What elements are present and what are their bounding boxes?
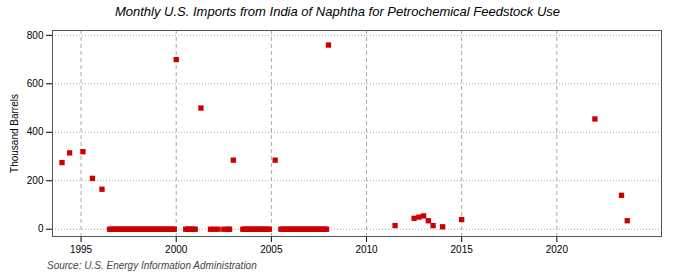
svg-text:2015: 2015	[451, 244, 474, 255]
svg-text:800: 800	[27, 30, 44, 41]
svg-text:2000: 2000	[165, 244, 188, 255]
svg-text:400: 400	[27, 126, 44, 137]
svg-text:2010: 2010	[355, 244, 378, 255]
svg-text:200: 200	[27, 175, 44, 186]
html-text:Monthly U.S. Imports from Indi: Monthly U.S. Imports from India of Napht…	[115, 4, 560, 19]
svg-text:600: 600	[27, 78, 44, 89]
html-text:Source: U.S. Energy Informatio: Source: U.S. Energy Information Administ…	[47, 260, 257, 271]
svg-text:Thousand Barrels: Thousand Barrels	[9, 94, 20, 173]
svg-text:0: 0	[38, 223, 44, 234]
svg-text:1995: 1995	[70, 244, 93, 255]
svg-text:2020: 2020	[546, 244, 569, 255]
svg-text:2005: 2005	[260, 244, 283, 255]
